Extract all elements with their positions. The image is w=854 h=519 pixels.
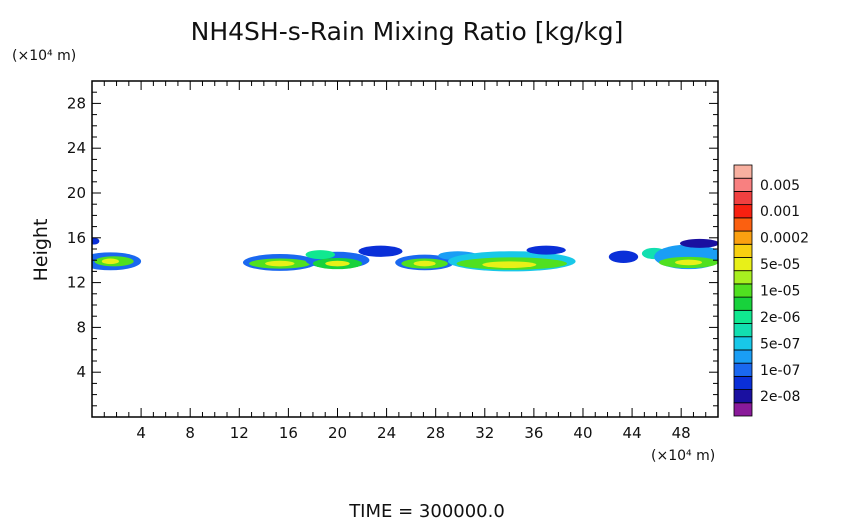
y-tick-label: 24 <box>67 139 86 157</box>
y-tick-label: 8 <box>76 318 86 336</box>
y-tick-label: 28 <box>67 94 86 112</box>
legend-swatch <box>733 336 753 351</box>
field-blob <box>675 259 703 266</box>
field-blob <box>482 261 537 269</box>
y-tick-label: 4 <box>76 363 86 381</box>
mixing-ratio-field <box>92 237 718 272</box>
y-axis-ticks: 4 8 12 16 20 24 28 <box>67 80 718 407</box>
y-tick-label: 16 <box>67 229 86 247</box>
time-label: TIME = 300000.0 <box>348 501 505 519</box>
legend-label: 0.0002 <box>760 231 809 247</box>
legend-swatch <box>733 296 753 311</box>
legend-label: 5e-07 <box>760 336 800 352</box>
color-legend: 2e-08 1e-07 5e-07 2e-06 1e-05 5e-05 0.0002 0.00… <box>733 164 809 417</box>
field-blob <box>101 258 120 265</box>
x-tick-label: 40 <box>573 424 592 442</box>
field-blob <box>305 250 336 260</box>
x-tick-label: 28 <box>426 424 445 442</box>
legend-swatch <box>733 323 753 338</box>
field-blob <box>413 260 436 267</box>
legend-swatch <box>733 257 753 272</box>
x-tick-label: 16 <box>279 424 298 442</box>
legend-swatch <box>733 164 753 179</box>
legend-label: 1e-05 <box>760 284 800 300</box>
y-tick-label: 20 <box>67 184 86 202</box>
legend-label: 0.001 <box>760 204 800 220</box>
legend-swatch <box>733 283 753 298</box>
x-tick-label: 48 <box>672 424 691 442</box>
x-tick-label: 20 <box>328 424 347 442</box>
legend-label: 0.005 <box>760 178 800 194</box>
legend-swatch <box>733 389 753 404</box>
legend-swatch <box>733 270 753 285</box>
legend-swatch <box>733 375 753 390</box>
field-blob <box>325 260 350 267</box>
legend-swatch <box>733 349 753 364</box>
x-tick-label: 4 <box>136 424 146 442</box>
legend-swatch <box>733 402 753 417</box>
x-axis-unit: (×10⁴ m) <box>651 448 715 464</box>
legend-swatch <box>733 230 753 245</box>
legend-swatch <box>733 362 753 377</box>
y-axis-unit: (×10⁴ m) <box>12 48 76 64</box>
legend-label: 2e-08 <box>760 389 800 405</box>
field-blob <box>92 237 100 245</box>
x-tick-label: 12 <box>230 424 249 442</box>
legend-swatch <box>733 217 753 232</box>
x-tick-label: 36 <box>524 424 543 442</box>
field-blob <box>679 238 718 248</box>
legend-swatch <box>733 243 753 258</box>
field-blob <box>358 245 403 257</box>
field-blob <box>526 245 566 255</box>
field-blob <box>265 260 295 267</box>
legend-label: 1e-07 <box>760 363 800 379</box>
plot-frame <box>91 80 719 418</box>
legend-label: 2e-06 <box>760 310 800 326</box>
x-axis-ticks: 4 8 12 16 20 24 28 32 36 40 44 48 <box>103 81 719 442</box>
chart-title: NH4SH-s-Rain Mixing Ratio [kg/kg] <box>191 17 624 46</box>
y-axis-label: Height <box>30 219 52 282</box>
x-tick-label: 24 <box>377 424 396 442</box>
legend-label: 5e-05 <box>760 257 800 273</box>
legend-swatch <box>733 177 753 192</box>
legend-swatch <box>733 204 753 219</box>
field-blob <box>608 250 639 263</box>
y-tick-label: 12 <box>67 274 86 292</box>
legend-swatch <box>733 191 753 206</box>
x-tick-label: 44 <box>623 424 642 442</box>
legend-swatch <box>733 309 753 324</box>
x-tick-label: 32 <box>475 424 494 442</box>
x-tick-label: 8 <box>185 424 195 442</box>
